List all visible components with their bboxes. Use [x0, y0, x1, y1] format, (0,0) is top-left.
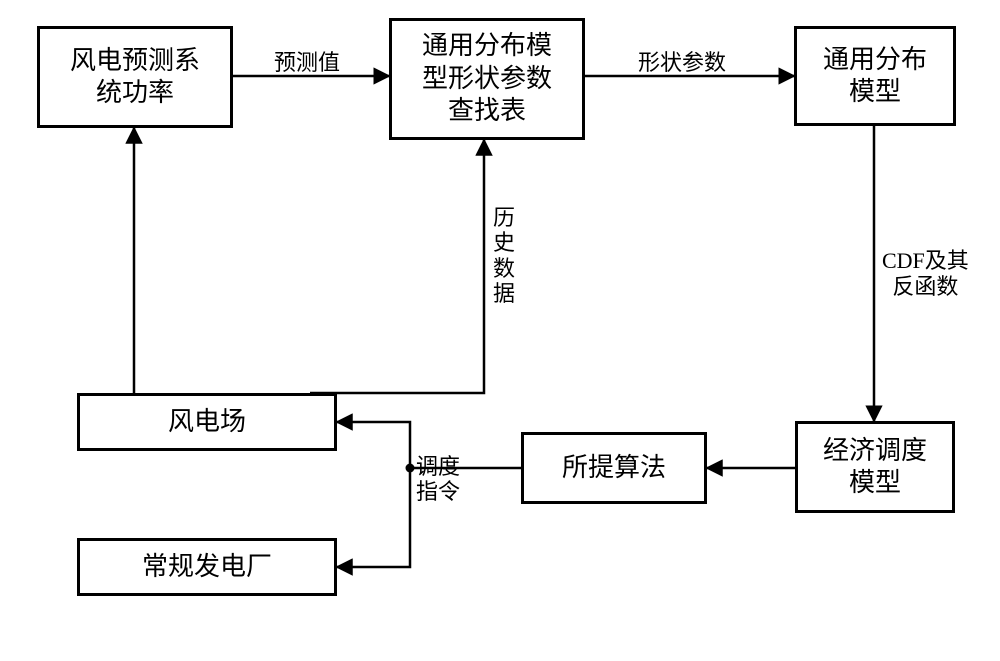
- edge-label-dist-to-econ: CDF及其 反函数: [882, 248, 969, 301]
- node-forecast: 风电预测系 统功率: [37, 26, 233, 128]
- node-algorithm: 所提算法: [521, 432, 707, 504]
- node-conv_plant: 常规发电厂: [77, 538, 337, 596]
- edge-label-algo-to-dispatch: 调度 指令: [416, 454, 460, 505]
- flowchart-canvas: 风电预测系 统功率 通用分布模 型形状参数 查找表 通用分布 模型风电场所提算法 经济…: [0, 0, 1000, 661]
- node-label: 通用分布 模型: [823, 44, 927, 109]
- node-label: 风电场: [168, 406, 246, 439]
- node-label: 所提算法: [562, 452, 666, 485]
- node-dist_model: 通用分布 模型: [794, 26, 956, 126]
- edge-windfarm-to-lookup: [310, 140, 484, 393]
- edge-label-forecast-to-lookup: 预测值: [274, 50, 340, 76]
- node-label: 常规发电厂: [142, 551, 272, 584]
- node-label: 经济调度 模型: [823, 435, 927, 500]
- node-econ_model: 经济调度 模型: [795, 421, 955, 513]
- edge-label-lookup-to-dist: 形状参数: [638, 50, 726, 76]
- node-wind_farm: 风电场: [77, 393, 337, 451]
- node-label: 风电预测系 统功率: [70, 45, 200, 110]
- node-lookup: 通用分布模 型形状参数 查找表: [389, 18, 585, 140]
- edge-dispatch-to-conv: [337, 468, 410, 567]
- edge-dispatch-to-windfarm: [337, 422, 410, 468]
- edge-label-windfarm-to-lookup: 历 史 数 据: [493, 205, 515, 306]
- node-label: 通用分布模 型形状参数 查找表: [422, 30, 552, 128]
